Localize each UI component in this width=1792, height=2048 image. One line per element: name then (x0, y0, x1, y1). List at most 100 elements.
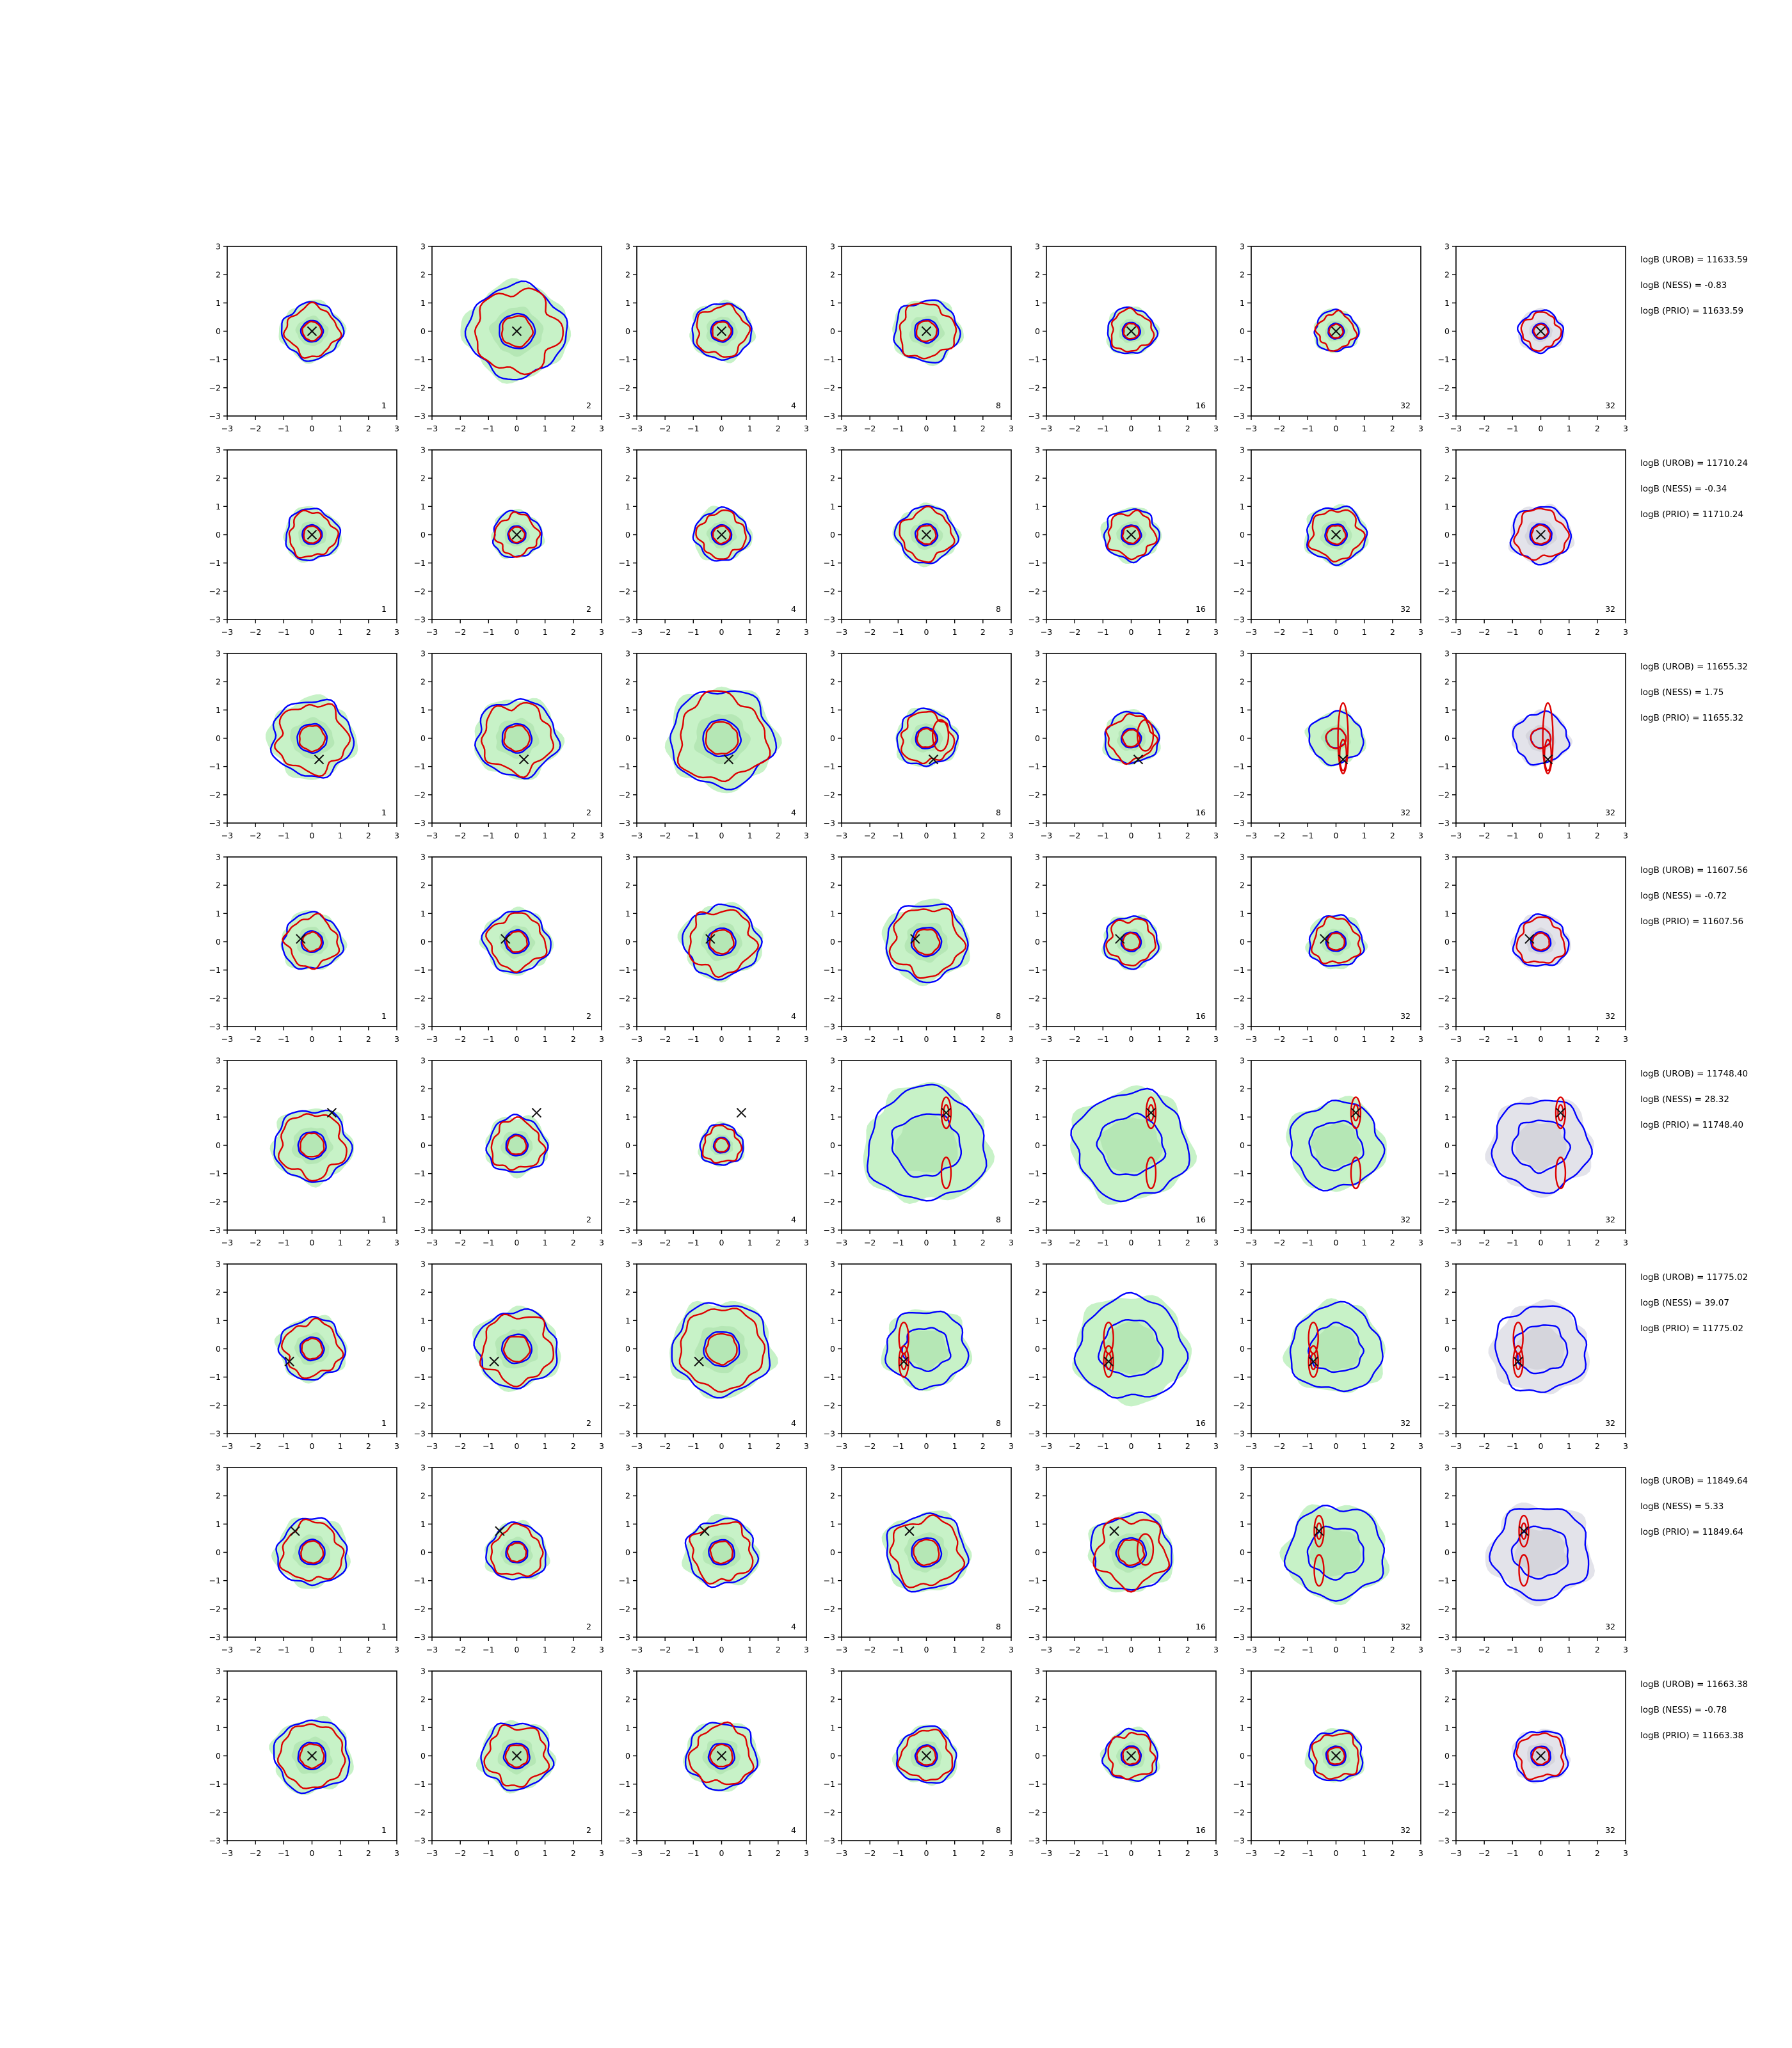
panel-count-label: 2 (586, 1622, 591, 1631)
x-tick-label: −2 (454, 1848, 466, 1858)
true-value-marker (921, 326, 932, 337)
red-contour-lobe (1137, 719, 1155, 752)
blue-contour-inner (914, 523, 939, 547)
x-tick-label: 1 (748, 627, 753, 637)
red-contour-inner (301, 931, 323, 952)
red-contour-inner (508, 526, 526, 544)
panel-r3-c5: −3−3 −2 −2 −1 −1 0 0 1 1 2 2 3 3 16 (1028, 649, 1219, 841)
x-tick-label: −3 (221, 831, 233, 840)
panel-r8-c3: −3−3 −2 −2 −1 −1 0 0 1 1 2 2 3 3 4 (619, 1667, 809, 1859)
x-tick-label: −2 (454, 627, 466, 637)
x-tick-label: 1 (1567, 1441, 1572, 1451)
x-tick-label: 1 (1157, 1034, 1162, 1044)
red-contour-outer (1310, 915, 1362, 964)
blue-contour-outer (1509, 506, 1572, 566)
panel-r7-c7: −3−3 −2 −2 −1 −1 0 0 1 1 2 2 3 3 32 (1438, 1463, 1628, 1655)
y-tick-label: −2 (619, 1807, 630, 1817)
y-tick-label: 0 (830, 1344, 835, 1354)
red-contour-outer (485, 912, 548, 973)
x-tick-label: 2 (1185, 1645, 1190, 1654)
y-tick-label: 3 (216, 1667, 221, 1676)
red-contour-inner (916, 524, 937, 545)
red-contour-mode-upper (1512, 1345, 1524, 1378)
x-tick-label: 2 (1595, 1238, 1600, 1247)
y-tick-label: 0 (625, 937, 630, 947)
x-tick-label: 1 (543, 1645, 548, 1654)
x-tick-label: −3 (1245, 424, 1257, 433)
blue-contour-outer (473, 1308, 558, 1390)
x-tick-label: −1 (1097, 831, 1108, 840)
y-tick-label: 1 (1240, 1316, 1245, 1325)
y-tick-label: 1 (216, 1723, 221, 1732)
panel-r6-c1: −3−3 −2 −2 −1 −1 0 0 1 1 2 2 3 3 1 (209, 1260, 399, 1452)
x-tick-label: 0 (1539, 424, 1544, 433)
true-value-marker (1524, 934, 1535, 944)
y-tick-label: −2 (1233, 586, 1245, 596)
x-tick-label: −1 (1507, 1848, 1518, 1858)
y-tick-label: −3 (1438, 412, 1450, 421)
x-tick-label: −2 (250, 1645, 261, 1654)
x-tick-label: 1 (543, 1238, 548, 1247)
x-tick-label: −3 (1245, 1034, 1257, 1044)
red-contour-inner (913, 928, 941, 956)
panel-count-label: 8 (996, 604, 1001, 614)
panel-r5-c2: −3−3 −2 −2 −1 −1 0 0 1 1 2 2 3 3 2 (414, 1056, 604, 1248)
y-tick-label: 2 (1444, 474, 1450, 483)
red-contour-outer (1513, 508, 1571, 561)
y-tick-label: 0 (830, 937, 835, 947)
y-tick-label: −1 (1438, 355, 1450, 364)
x-tick-label: 0 (310, 1238, 315, 1247)
true-value-marker (296, 934, 306, 944)
y-tick-label: −2 (1438, 790, 1450, 799)
y-tick-label: 1 (830, 909, 835, 918)
x-tick-label: −1 (278, 424, 289, 433)
x-tick-label: 3 (394, 1848, 399, 1858)
y-tick-label: 2 (1035, 1491, 1040, 1501)
x-tick-label: 3 (1623, 1238, 1628, 1247)
x-tick-label: 2 (366, 424, 371, 433)
y-tick-label: −2 (1028, 993, 1040, 1003)
y-tick-label: −1 (1028, 1372, 1040, 1382)
blue-contour-inner (707, 1743, 736, 1770)
x-tick-label: −2 (454, 831, 466, 840)
x-tick-label: −1 (1097, 1848, 1108, 1858)
x-tick-label: 2 (366, 1848, 371, 1858)
y-tick-label: 3 (216, 1056, 221, 1066)
x-tick-label: 2 (1390, 1441, 1395, 1451)
y-tick-label: 2 (1240, 474, 1245, 483)
panel-count-label: 8 (996, 1825, 1001, 1835)
blue-contour-inner (1325, 931, 1347, 952)
x-tick-label: 1 (543, 1848, 548, 1858)
y-tick-label: −3 (209, 1429, 221, 1439)
y-tick-label: −2 (619, 586, 630, 596)
y-tick-label: −3 (619, 412, 630, 421)
x-tick-label: −1 (278, 1645, 289, 1654)
x-tick-label: 1 (543, 627, 548, 637)
y-tick-label: −1 (209, 1779, 221, 1789)
x-tick-label: −3 (426, 1645, 438, 1654)
x-tick-label: −3 (631, 1034, 643, 1044)
x-tick-label: 0 (310, 424, 315, 433)
true-value-marker (1542, 754, 1553, 765)
x-tick-label: −3 (426, 1034, 438, 1044)
x-tick-label: 2 (980, 424, 986, 433)
logb-annotation: logB (UROB) = 11710.24 (1640, 458, 1748, 468)
panel-r5-c7: −3−3 −2 −2 −1 −1 0 0 1 1 2 2 3 3 32 (1438, 1056, 1628, 1248)
x-tick-label: 2 (1595, 627, 1600, 637)
x-tick-label: 2 (1390, 1645, 1395, 1654)
x-tick-label: −1 (687, 1848, 699, 1858)
y-tick-label: 0 (420, 937, 426, 947)
red-contour-outer (282, 913, 340, 970)
x-tick-label: 0 (1539, 831, 1544, 840)
y-tick-label: −1 (1233, 355, 1245, 364)
blue-contour-outer (1516, 309, 1565, 355)
x-tick-label: 3 (599, 1441, 604, 1451)
panel-r1-c4: −3−3 −2 −2 −1 −1 0 0 1 1 2 2 3 3 8 (824, 242, 1014, 434)
x-tick-label: −2 (1478, 1238, 1490, 1247)
panel-count-label: 16 (1196, 1825, 1206, 1835)
x-tick-label: 0 (310, 1645, 315, 1654)
x-tick-label: 1 (338, 424, 343, 433)
y-tick-label: 1 (1240, 502, 1245, 511)
blue-contour-inner (300, 930, 324, 953)
x-tick-label: 2 (366, 627, 371, 637)
